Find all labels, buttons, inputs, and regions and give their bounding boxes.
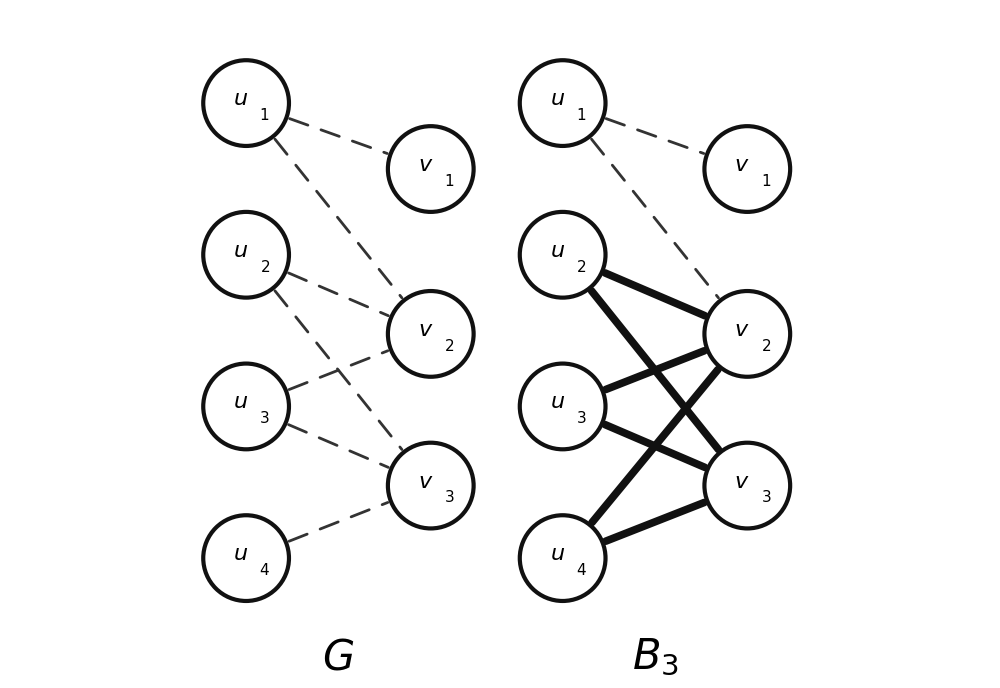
Text: $\mathit{v}$: $\mathit{v}$ xyxy=(734,154,750,176)
Text: $\mathit{1}$: $\mathit{1}$ xyxy=(259,107,270,123)
Circle shape xyxy=(388,126,474,212)
Circle shape xyxy=(203,61,289,146)
Circle shape xyxy=(520,363,606,449)
Text: $\mathit{2}$: $\mathit{2}$ xyxy=(260,259,270,275)
Text: $\mathit{u}$: $\mathit{u}$ xyxy=(233,543,248,565)
Text: $\mathit{B}_3$: $\mathit{B}_3$ xyxy=(632,636,678,678)
Circle shape xyxy=(520,515,606,601)
Text: $\mathit{3}$: $\mathit{3}$ xyxy=(444,489,454,506)
Text: $\mathit{G}$: $\mathit{G}$ xyxy=(322,636,355,678)
Text: $\mathit{u}$: $\mathit{u}$ xyxy=(550,240,565,262)
Text: $\mathit{4}$: $\mathit{4}$ xyxy=(576,562,587,578)
Text: $\mathit{1}$: $\mathit{1}$ xyxy=(576,107,586,123)
Text: $\mathit{v}$: $\mathit{v}$ xyxy=(734,471,750,493)
Text: $\mathit{2}$: $\mathit{2}$ xyxy=(576,259,586,275)
Circle shape xyxy=(203,212,289,298)
Text: $\mathit{2}$: $\mathit{2}$ xyxy=(444,338,454,354)
Text: $\mathit{3}$: $\mathit{3}$ xyxy=(259,410,270,427)
Text: $\mathit{u}$: $\mathit{u}$ xyxy=(550,543,565,565)
Text: $\mathit{2}$: $\mathit{2}$ xyxy=(761,338,771,354)
Text: $\mathit{u}$: $\mathit{u}$ xyxy=(233,240,248,262)
Circle shape xyxy=(520,212,606,298)
Text: $\mathit{v}$: $\mathit{v}$ xyxy=(734,319,750,341)
Text: $\mathit{u}$: $\mathit{u}$ xyxy=(233,88,248,110)
Text: $\mathit{1}$: $\mathit{1}$ xyxy=(761,173,771,189)
Circle shape xyxy=(704,442,790,528)
Circle shape xyxy=(203,363,289,449)
Text: $\mathit{3}$: $\mathit{3}$ xyxy=(761,489,771,506)
Text: $\mathit{1}$: $\mathit{1}$ xyxy=(444,173,454,189)
Text: $\mathit{u}$: $\mathit{u}$ xyxy=(233,391,248,413)
Text: $\mathit{v}$: $\mathit{v}$ xyxy=(418,471,433,493)
Circle shape xyxy=(704,126,790,212)
Text: $\mathit{3}$: $\mathit{3}$ xyxy=(576,410,586,427)
Text: $\mathit{v}$: $\mathit{v}$ xyxy=(418,154,433,176)
Text: $\mathit{u}$: $\mathit{u}$ xyxy=(550,88,565,110)
Circle shape xyxy=(388,442,474,528)
Text: $\mathit{v}$: $\mathit{v}$ xyxy=(418,319,433,341)
Text: $\mathit{4}$: $\mathit{4}$ xyxy=(259,562,270,578)
Circle shape xyxy=(388,291,474,377)
Circle shape xyxy=(203,515,289,601)
Text: $\mathit{u}$: $\mathit{u}$ xyxy=(550,391,565,413)
Circle shape xyxy=(520,61,606,146)
Circle shape xyxy=(704,291,790,377)
